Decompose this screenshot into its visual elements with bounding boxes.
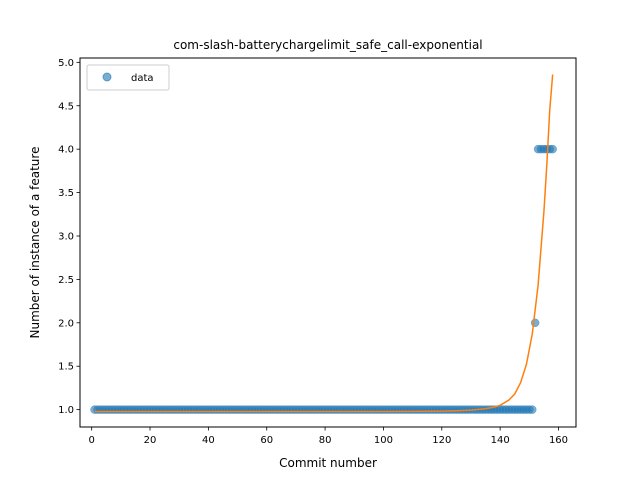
data-point	[548, 144, 557, 154]
y-tick-label: 3.5	[58, 188, 74, 199]
y-axis-label: Number of instance of a feature	[28, 147, 42, 339]
x-axis-label: Commit number	[279, 456, 377, 470]
x-tick-label: 20	[144, 435, 157, 446]
fit-curve	[94, 74, 554, 413]
y-tick-label: 3.0	[58, 231, 74, 242]
x-tick-label: 140	[491, 435, 510, 446]
y-tick-label: 4.5	[58, 101, 74, 112]
x-tick-label: 40	[202, 435, 215, 446]
data-point	[527, 405, 537, 414]
chart-title: com-slash-batterychargelimit_safe_call-e…	[173, 38, 482, 52]
y-tick-label: 5.0	[58, 58, 74, 69]
data-point	[530, 318, 540, 328]
legend: data	[86, 64, 170, 91]
y-tick-label: 2.5	[58, 275, 74, 286]
y-tick-label: 1.5	[58, 362, 74, 373]
legend-box	[86, 64, 170, 91]
x-tick-label: 100	[374, 435, 393, 446]
x-tick-label: 0	[88, 435, 94, 446]
x-tick-label: 120	[432, 435, 451, 446]
x-tick-label: 80	[319, 435, 332, 446]
x-tick-label: 160	[549, 435, 568, 446]
legend-marker	[102, 72, 112, 82]
x-tick-label: 60	[260, 435, 273, 446]
y-tick-label: 2.0	[58, 318, 74, 329]
legend-label-data: data	[131, 73, 154, 84]
plot-area	[90, 74, 557, 414]
axis-ticks: 0 20 40 60 80 100 120 140 160 1.0 1.5 2.0 2.5 3.0 3.5 4…	[58, 58, 568, 446]
y-tick-label: 1.0	[58, 405, 74, 416]
plot-frame	[79, 57, 577, 428]
y-tick-label: 4.0	[58, 145, 74, 156]
